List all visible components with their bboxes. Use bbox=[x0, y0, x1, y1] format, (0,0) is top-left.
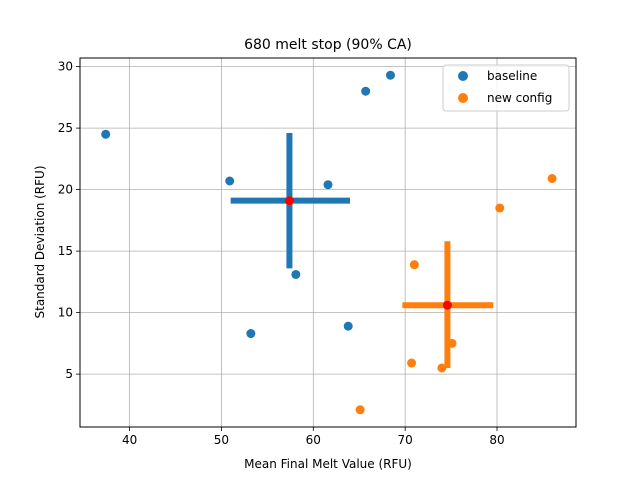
data-point bbox=[437, 363, 447, 373]
x-tick-label: 60 bbox=[306, 433, 321, 447]
y-tick-label: 5 bbox=[65, 367, 73, 381]
data-point bbox=[343, 321, 353, 331]
plot-frame bbox=[79, 57, 577, 428]
x-tick-label: 80 bbox=[489, 433, 504, 447]
y-tick-label: 20 bbox=[58, 183, 73, 197]
legend: baseline new config bbox=[442, 64, 570, 112]
y-tick-label: 15 bbox=[58, 244, 73, 258]
mean-markers bbox=[284, 196, 452, 310]
data-point bbox=[495, 203, 505, 213]
error-crosses bbox=[230, 133, 494, 368]
data-point bbox=[225, 176, 235, 186]
mean-marker bbox=[442, 300, 452, 310]
x-axis-label: Mean Final Melt Value (RFU) bbox=[244, 457, 412, 471]
data-point bbox=[291, 269, 301, 279]
y-axis-ticks: 5 10 15 20 25 30 bbox=[58, 60, 80, 381]
y-tick-label: 10 bbox=[58, 306, 73, 320]
data-point bbox=[407, 358, 417, 368]
legend-label-new-config: new config bbox=[487, 91, 552, 105]
y-axis-label: Standard Deviation (RFU) bbox=[33, 165, 47, 318]
x-axis-ticks: 40 50 60 70 80 bbox=[122, 427, 505, 447]
mean-marker bbox=[284, 196, 294, 206]
x-tick-label: 40 bbox=[122, 433, 137, 447]
x-tick-label: 70 bbox=[398, 433, 413, 447]
data-point bbox=[409, 260, 419, 270]
data-point bbox=[385, 70, 395, 80]
data-point bbox=[101, 129, 111, 139]
data-point bbox=[547, 174, 557, 184]
grid-lines bbox=[80, 58, 576, 427]
y-tick-label: 30 bbox=[58, 60, 73, 74]
data-point bbox=[246, 329, 256, 339]
x-tick-label: 50 bbox=[214, 433, 229, 447]
legend-box bbox=[442, 64, 570, 112]
data-point bbox=[355, 405, 365, 415]
chart-title: 680 melt stop (90% CA) bbox=[244, 37, 412, 53]
data-point bbox=[361, 86, 371, 96]
data-points bbox=[101, 70, 557, 415]
legend-marker-new-config bbox=[458, 93, 468, 103]
data-point bbox=[447, 338, 457, 348]
legend-marker-baseline bbox=[458, 71, 468, 81]
legend-label-baseline: baseline bbox=[487, 69, 537, 83]
data-point bbox=[323, 180, 333, 190]
y-tick-label: 25 bbox=[58, 121, 73, 135]
